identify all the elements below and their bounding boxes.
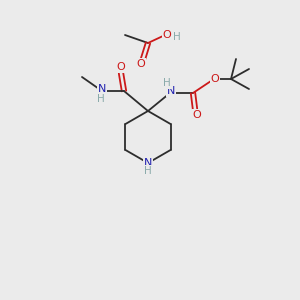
Text: H: H — [163, 78, 171, 88]
Text: O: O — [211, 74, 219, 84]
Text: N: N — [144, 158, 152, 168]
Text: H: H — [97, 94, 105, 104]
Text: O: O — [163, 30, 171, 40]
Text: H: H — [144, 166, 152, 176]
Text: O: O — [136, 59, 146, 69]
Text: O: O — [193, 110, 201, 120]
Text: N: N — [98, 84, 106, 94]
Text: H: H — [173, 32, 181, 42]
Text: N: N — [167, 86, 175, 96]
Text: O: O — [117, 62, 125, 72]
